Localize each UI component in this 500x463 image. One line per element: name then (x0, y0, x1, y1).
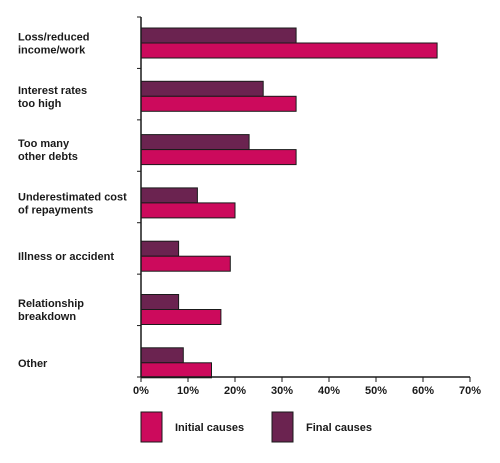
category-label-5-line-1: breakdown (18, 311, 76, 323)
bar-final-4 (140, 240, 180, 257)
bar-initial-1 (140, 95, 297, 112)
bar-final-3 (140, 187, 198, 204)
category-label-3-line-0: Underestimated cost (18, 191, 127, 203)
legend-label-1: Final causes (306, 422, 372, 434)
bar-initial-5 (140, 309, 222, 325)
x-tick-label-7: 70% (459, 385, 481, 397)
x-tick-label-5: 50% (365, 385, 387, 397)
bar-final-1 (140, 80, 264, 97)
category-label-1-line-0: Interest rates (18, 85, 87, 97)
x-tick-label-1: 10% (177, 385, 199, 397)
legend-label-0: Initial causes (175, 422, 244, 434)
category-label-3-line-1: of repayments (18, 204, 93, 216)
x-tick-label-6: 60% (412, 385, 434, 397)
bar-final-5 (140, 294, 180, 310)
bar-initial-4 (140, 255, 231, 272)
category-label-2-line-1: other debts (18, 151, 78, 163)
category-label-4-line-0: Illness or accident (18, 251, 114, 263)
x-tick-label-3: 30% (271, 385, 293, 397)
category-label-2-line-0: Too many (18, 138, 70, 150)
legend-swatch-0 (140, 411, 163, 443)
x-axis-ticks: 0% 10% 20% 30% 40% 50% 60% 70% (133, 16, 481, 397)
category-label-6-line-0: Other (18, 358, 48, 370)
x-tick-label-2: 20% (224, 385, 246, 397)
bar-initial-0 (140, 42, 438, 59)
legend: Initial causes Final causes (140, 411, 372, 443)
bar-final-2 (140, 134, 250, 151)
bars-group (140, 27, 438, 379)
x-tick-label-4: 40% (318, 385, 340, 397)
bar-initial-3 (140, 202, 236, 219)
category-label-5-line-0: Relationship (18, 298, 84, 310)
category-label-1-line-1: too high (18, 98, 62, 110)
category-label-0-line-0: Loss/reduced (18, 32, 90, 44)
x-tick-label-0: 0% (133, 385, 149, 397)
axes (140, 17, 470, 378)
bar-final-6 (140, 347, 184, 364)
category-label-0-line-1: income/work (18, 45, 86, 57)
legend-swatch-1 (271, 411, 294, 443)
bar-initial-2 (140, 149, 297, 166)
bar-initial-6 (140, 362, 212, 379)
bar-final-0 (140, 27, 297, 44)
